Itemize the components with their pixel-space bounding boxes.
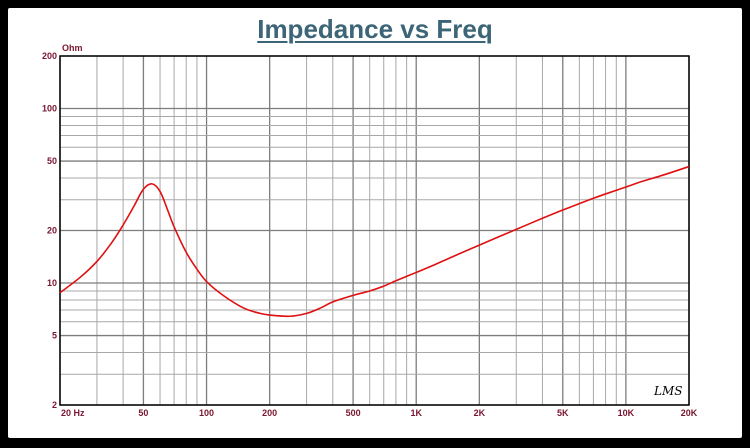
y-tick-label: 50 xyxy=(47,156,57,166)
y-tick-label: 100 xyxy=(42,104,57,114)
x-tick-label: 5K xyxy=(557,408,569,418)
plot-border xyxy=(59,55,690,406)
x-tick-label: 20 Hz xyxy=(61,408,85,418)
y-tick-label: 10 xyxy=(47,278,57,288)
x-tick-label: 200 xyxy=(262,408,277,418)
x-tick-label: 2K xyxy=(474,408,486,418)
grid xyxy=(59,55,690,406)
x-tick-label: 50 xyxy=(138,408,148,418)
x-tick-label: 20K xyxy=(681,408,698,418)
y-tick-label: 5 xyxy=(52,331,57,341)
y-tick-label: 20 xyxy=(47,226,57,236)
x-tick-label: 500 xyxy=(346,408,361,418)
impedance-curve xyxy=(59,165,690,318)
x-tick-labels: 20 Hz 50 100 200 500 1K 2K 5K 10K 20K xyxy=(61,408,698,418)
chart-title: Impedance vs Freq xyxy=(257,14,493,44)
lms-watermark: LMS xyxy=(653,384,682,398)
y-tick-label: 2 xyxy=(52,400,57,410)
y-axis-unit: Ohm xyxy=(62,43,83,53)
x-tick-label: 1K xyxy=(410,408,422,418)
x-tick-label: 100 xyxy=(199,408,214,418)
x-tick-label: 10K xyxy=(618,408,635,418)
y-tick-labels: 2 5 10 20 50 100 200 xyxy=(42,51,57,410)
y-tick-label: 200 xyxy=(42,51,57,61)
